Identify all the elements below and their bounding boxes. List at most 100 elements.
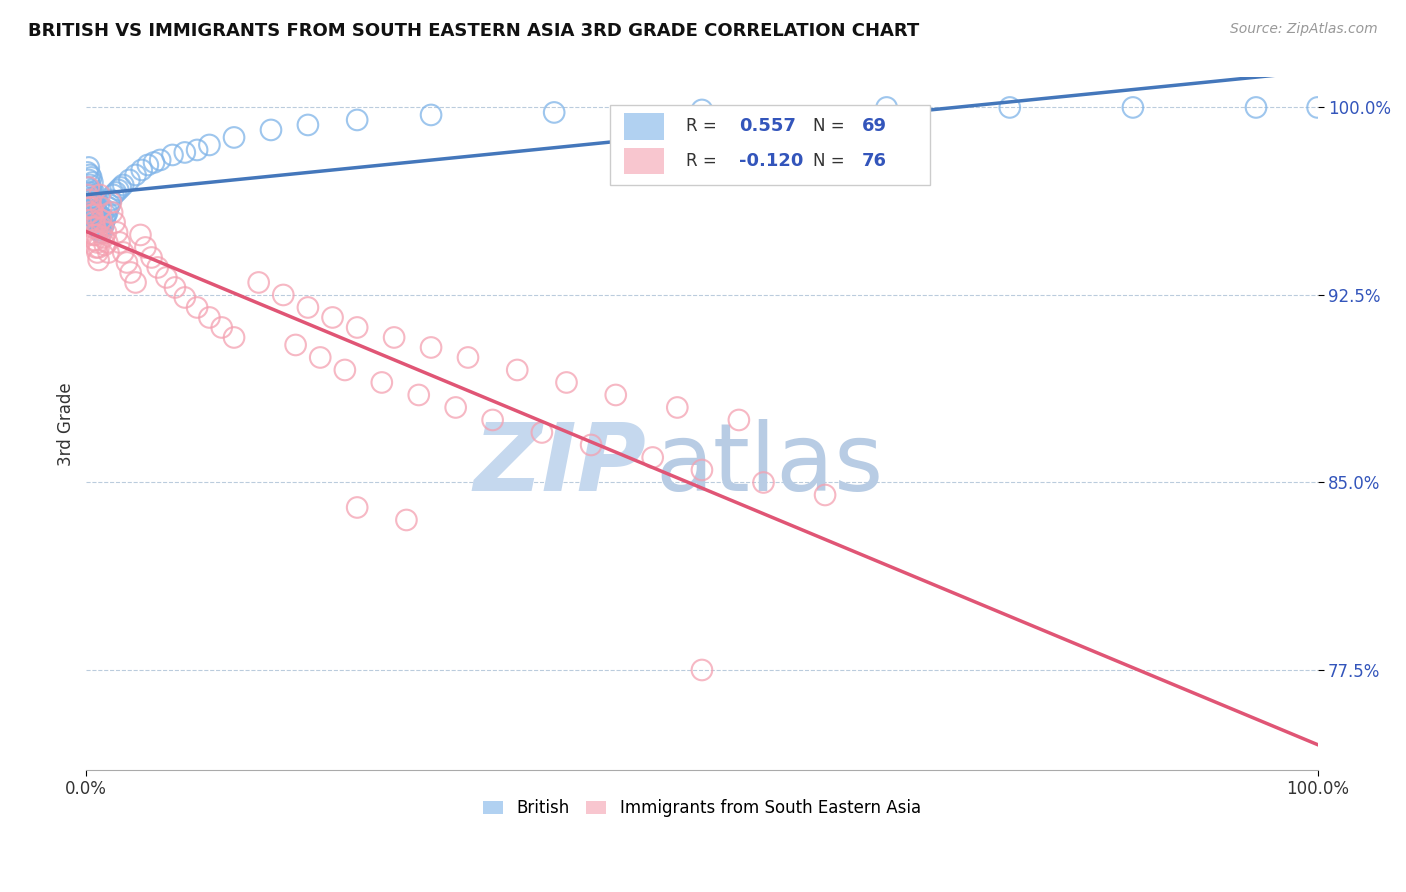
Point <box>322 310 344 325</box>
Point <box>162 148 184 162</box>
Point <box>97 201 120 215</box>
Point <box>94 213 117 227</box>
Point <box>91 220 114 235</box>
Point <box>198 310 221 325</box>
Point <box>77 201 100 215</box>
Point <box>93 218 115 232</box>
Point <box>420 108 443 122</box>
Text: 69: 69 <box>862 117 887 135</box>
Point <box>94 238 117 252</box>
Text: atlas: atlas <box>655 419 883 511</box>
Point <box>84 227 107 242</box>
Point <box>382 330 405 344</box>
Point <box>260 123 283 137</box>
Point <box>84 201 107 215</box>
Point <box>1244 100 1267 114</box>
Point <box>84 220 107 235</box>
Point <box>876 100 898 114</box>
Point <box>87 211 110 225</box>
Point <box>108 235 131 250</box>
Point <box>96 205 118 219</box>
Point <box>605 388 627 402</box>
Point <box>80 198 103 212</box>
Point <box>77 186 100 200</box>
Point <box>105 226 128 240</box>
Text: BRITISH VS IMMIGRANTS FROM SOUTH EASTERN ASIA 3RD GRADE CORRELATION CHART: BRITISH VS IMMIGRANTS FROM SOUTH EASTERN… <box>28 22 920 40</box>
Point <box>79 193 101 207</box>
Point <box>346 112 368 127</box>
Point <box>371 376 394 390</box>
Point <box>420 341 443 355</box>
Point <box>84 190 107 204</box>
Point <box>134 240 156 254</box>
Point <box>86 205 108 219</box>
Text: 0.557: 0.557 <box>740 117 796 135</box>
Point <box>641 450 664 465</box>
Point <box>77 161 100 175</box>
Point <box>141 251 163 265</box>
Point <box>104 215 127 229</box>
Point <box>222 130 245 145</box>
Point <box>814 488 837 502</box>
Point <box>80 183 103 197</box>
Point <box>728 413 751 427</box>
Point <box>143 155 166 169</box>
Point <box>90 226 112 240</box>
Point <box>83 208 105 222</box>
Point <box>284 338 307 352</box>
Point <box>86 235 108 250</box>
Point <box>76 165 98 179</box>
Point <box>80 213 103 227</box>
Point <box>346 500 368 515</box>
Point <box>93 230 115 244</box>
Point <box>87 198 110 212</box>
Point <box>506 363 529 377</box>
Point <box>84 240 107 254</box>
Point <box>96 235 118 250</box>
Point <box>80 170 103 185</box>
Point <box>77 173 100 187</box>
Point <box>112 245 135 260</box>
Point <box>94 226 117 240</box>
Point <box>271 288 294 302</box>
Point <box>82 220 104 235</box>
Point <box>186 301 208 315</box>
Point <box>222 330 245 344</box>
Point <box>83 215 105 229</box>
Text: -0.120: -0.120 <box>740 153 803 170</box>
Point <box>998 100 1021 114</box>
Point <box>91 211 114 225</box>
Point <box>76 188 98 202</box>
Point <box>309 351 332 365</box>
Point <box>690 103 713 117</box>
FancyBboxPatch shape <box>624 148 664 175</box>
Point <box>481 413 503 427</box>
Point <box>115 255 138 269</box>
Point <box>1306 100 1329 114</box>
Point <box>79 205 101 219</box>
Point <box>82 208 104 222</box>
Point <box>89 223 111 237</box>
Text: 76: 76 <box>862 153 887 170</box>
Point <box>84 211 107 225</box>
Point <box>82 205 104 219</box>
Point <box>124 168 146 182</box>
Point <box>90 201 112 215</box>
Point <box>129 227 152 242</box>
Point <box>79 178 101 192</box>
Point <box>543 105 565 120</box>
Text: R =: R = <box>686 117 721 135</box>
Point <box>83 195 105 210</box>
Text: R =: R = <box>686 153 721 170</box>
Point <box>297 301 319 315</box>
Point <box>91 220 114 235</box>
Point <box>107 183 129 197</box>
Point <box>80 201 103 215</box>
Text: N =: N = <box>813 153 845 170</box>
Point <box>297 118 319 132</box>
Point <box>79 193 101 207</box>
Point <box>110 180 132 194</box>
Point <box>131 163 153 178</box>
Point <box>211 320 233 334</box>
Point <box>97 245 120 260</box>
